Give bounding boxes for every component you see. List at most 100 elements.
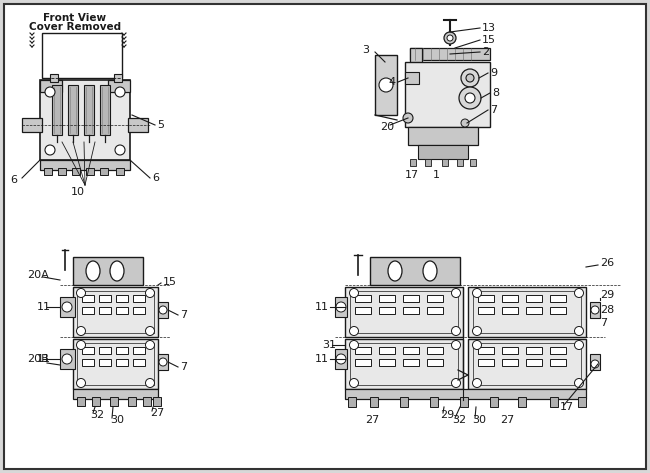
Bar <box>99 295 111 302</box>
Circle shape <box>115 145 125 155</box>
Circle shape <box>159 358 167 366</box>
Bar <box>110 397 118 406</box>
Bar <box>40 80 62 92</box>
Bar <box>335 349 347 369</box>
Bar <box>379 307 395 314</box>
Bar <box>84 85 94 135</box>
Circle shape <box>336 302 346 312</box>
Bar <box>100 168 108 175</box>
Text: 11: 11 <box>37 302 51 312</box>
Circle shape <box>336 354 346 364</box>
Bar <box>133 359 145 366</box>
Bar <box>403 359 419 366</box>
Circle shape <box>403 113 413 123</box>
Text: 11: 11 <box>315 354 329 364</box>
Bar <box>502 307 518 314</box>
Bar <box>86 168 94 175</box>
Bar <box>82 359 94 366</box>
Text: 13: 13 <box>482 23 496 33</box>
Text: Cover Removed: Cover Removed <box>29 22 121 32</box>
Bar <box>355 295 371 302</box>
Circle shape <box>452 326 460 335</box>
Circle shape <box>461 119 469 127</box>
Circle shape <box>591 306 599 314</box>
Circle shape <box>77 326 86 335</box>
Bar <box>379 295 395 302</box>
Bar <box>108 80 130 92</box>
Bar <box>133 295 145 302</box>
Bar <box>550 295 566 302</box>
Circle shape <box>473 289 482 298</box>
Bar <box>590 302 600 318</box>
Bar <box>345 389 586 399</box>
Text: 6: 6 <box>10 175 17 185</box>
Text: 6: 6 <box>152 173 159 183</box>
Bar <box>526 359 542 366</box>
Circle shape <box>45 145 55 155</box>
Circle shape <box>77 289 86 298</box>
Bar <box>73 287 158 337</box>
Bar <box>116 307 128 314</box>
Bar <box>99 347 111 354</box>
Bar <box>550 307 566 314</box>
Circle shape <box>466 74 474 82</box>
Bar <box>355 359 371 366</box>
Circle shape <box>115 87 125 97</box>
Text: 28: 28 <box>600 305 614 315</box>
Bar <box>153 397 161 406</box>
Bar <box>403 347 419 354</box>
Circle shape <box>473 326 482 335</box>
Text: 7: 7 <box>600 318 607 328</box>
Circle shape <box>444 32 456 44</box>
Bar <box>526 347 542 354</box>
Bar <box>77 343 154 385</box>
Text: 29: 29 <box>440 410 454 420</box>
Text: 17: 17 <box>560 402 574 412</box>
Bar <box>348 397 356 407</box>
Bar <box>490 397 498 407</box>
Bar <box>128 397 136 406</box>
Bar <box>370 397 378 407</box>
Circle shape <box>473 341 482 350</box>
Bar <box>116 359 128 366</box>
Circle shape <box>461 69 479 87</box>
Bar <box>335 297 347 317</box>
Bar <box>403 307 419 314</box>
Bar <box>550 397 558 407</box>
Text: 11: 11 <box>315 302 329 312</box>
Bar <box>158 302 168 318</box>
Bar <box>40 80 130 160</box>
Bar <box>427 295 443 302</box>
Text: 5: 5 <box>157 120 164 130</box>
Bar <box>116 295 128 302</box>
Bar <box>502 359 518 366</box>
Bar <box>73 257 143 285</box>
Bar <box>410 48 490 60</box>
Bar <box>72 168 80 175</box>
Text: 30: 30 <box>110 415 124 425</box>
Bar <box>468 339 586 389</box>
Text: 26: 26 <box>600 258 614 268</box>
Bar <box>158 354 168 370</box>
Circle shape <box>473 378 482 387</box>
Text: 11: 11 <box>37 354 51 364</box>
Text: 3: 3 <box>362 45 369 55</box>
Bar <box>457 159 463 166</box>
Bar <box>478 347 494 354</box>
Text: Front View: Front View <box>44 13 107 23</box>
Text: 1: 1 <box>433 170 440 180</box>
Bar <box>44 168 52 175</box>
Bar <box>40 160 130 170</box>
Bar <box>58 168 66 175</box>
Circle shape <box>379 78 393 92</box>
Text: 4: 4 <box>388 77 395 87</box>
Text: 8: 8 <box>492 88 499 98</box>
Text: 2: 2 <box>482 47 489 57</box>
Bar <box>403 295 419 302</box>
Ellipse shape <box>86 261 100 281</box>
Text: 32: 32 <box>452 415 466 425</box>
Circle shape <box>452 378 460 387</box>
Bar <box>590 354 600 370</box>
Circle shape <box>45 87 55 97</box>
Bar <box>143 397 151 406</box>
